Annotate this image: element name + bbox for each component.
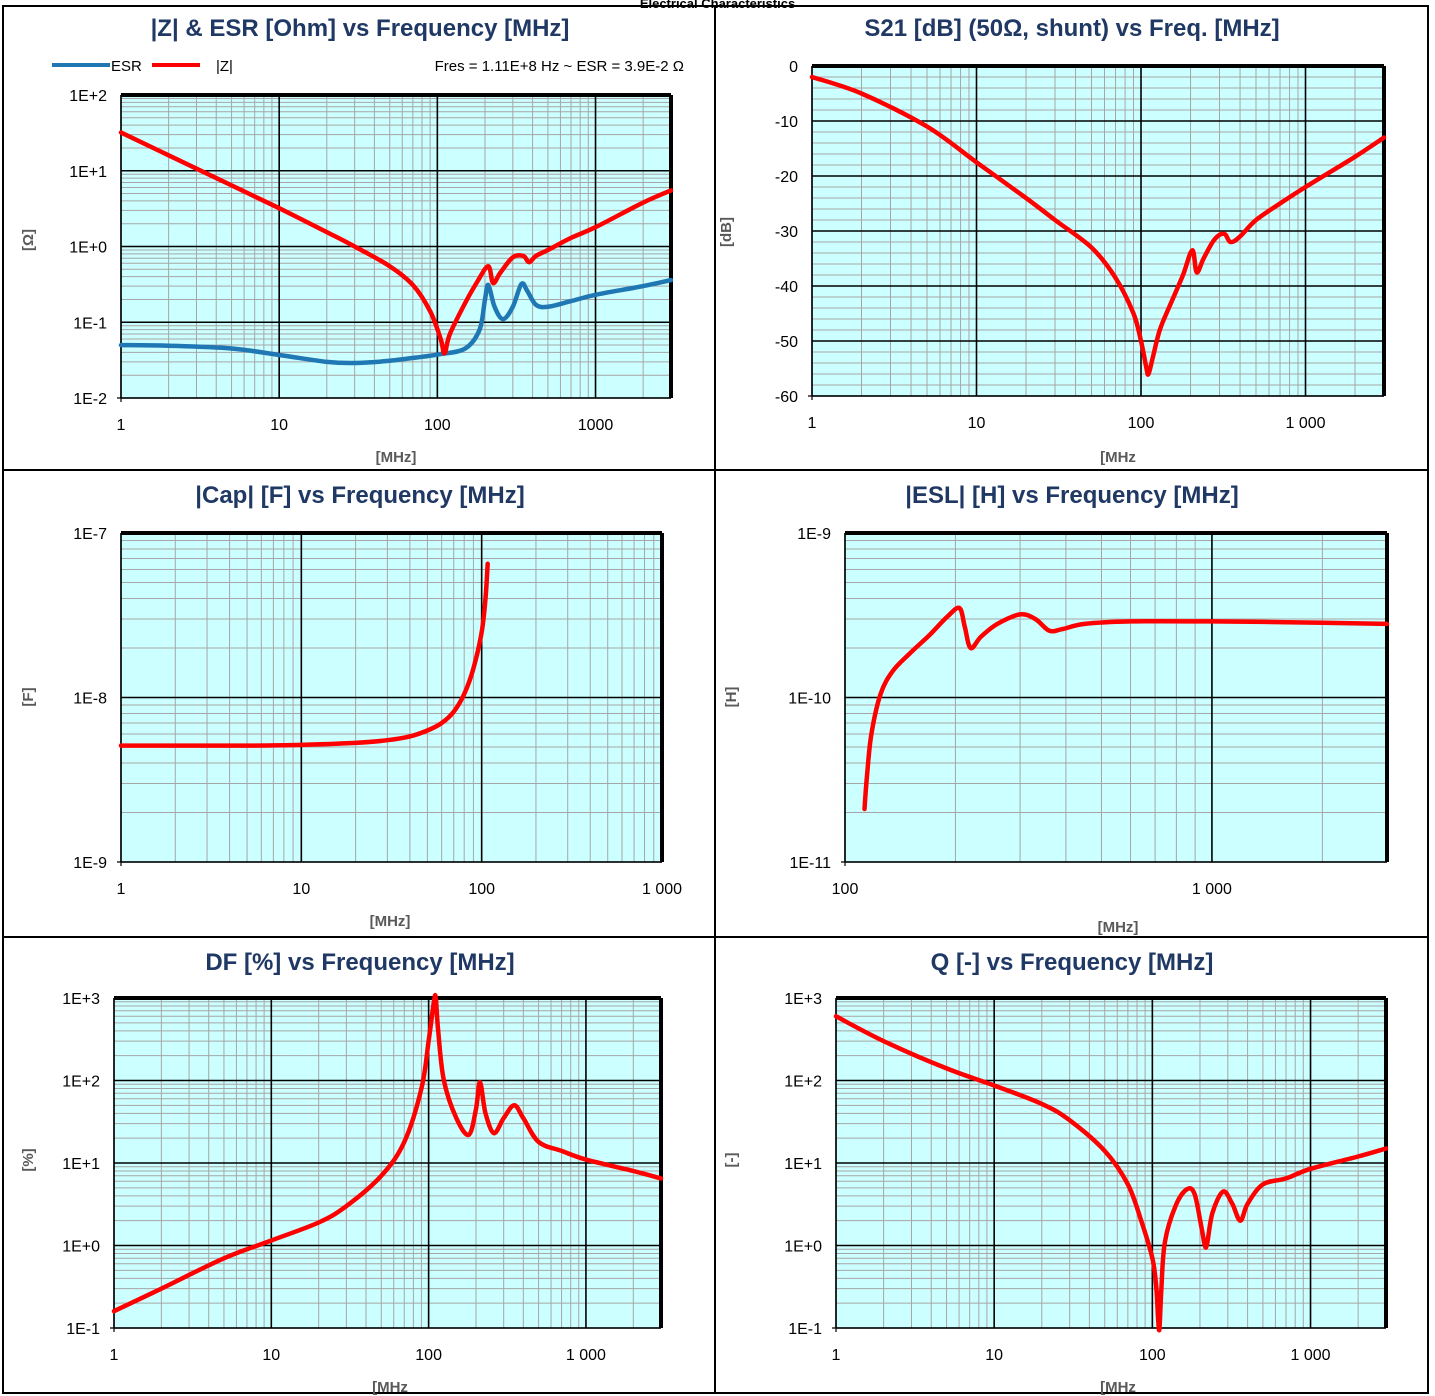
y-tick-label: -60 — [775, 389, 798, 406]
y-tick-label: 1E-11 — [789, 855, 831, 872]
series-line-main — [809, 74, 1387, 377]
chart-title: |ESL| [H] vs Frequency [MHz] — [905, 482, 1238, 509]
y-tick-label: 1E-1 — [73, 315, 107, 332]
y-tick-label: 1E+0 — [784, 1239, 822, 1256]
x-axis-label: [MHz] — [376, 449, 417, 466]
x-tick-label: 1 000 — [1285, 415, 1325, 432]
grid-divider-row2 — [2, 936, 1429, 938]
x-tick-label: 10 — [270, 417, 288, 434]
page-title: Electrical Characteristics — [639, 0, 796, 8]
x-tick-label: 1000 — [578, 417, 614, 434]
x-tick-label: 1 — [110, 1347, 119, 1364]
chart-s21: 1 10 100 1 000 0 -10 -20 -30 -40 -50 -60 S21 [dB] (… — [718, 15, 1387, 466]
x-tick-label: 1 — [117, 881, 126, 898]
series-line-main — [111, 992, 664, 1314]
x-tick-label: 100 — [468, 881, 495, 898]
chart-esl: 100 1 000 1E-11 1E-10 1E-9 |ESL| [H] vs Frequ… — [723, 482, 1390, 936]
y-tick-label: -40 — [775, 279, 798, 296]
y-tick-label: 1E+1 — [784, 1156, 822, 1173]
y-tick-label: -10 — [775, 114, 798, 131]
y-tick-label: 1E-1 — [788, 1321, 822, 1338]
x-tick-label: 1 — [808, 415, 817, 432]
y-tick-label: 1E+0 — [62, 1239, 100, 1256]
x-tick-label: 1 — [832, 1347, 841, 1364]
y-tick-label: 0 — [789, 59, 798, 76]
y-tick-label: -20 — [775, 169, 798, 186]
x-tick-label: 100 — [1139, 1347, 1166, 1364]
legend-label-z: |Z| — [216, 58, 233, 75]
chart-title: DF [%] vs Frequency [MHz] — [205, 949, 514, 976]
y-tick-label: 1E+2 — [69, 88, 107, 105]
y-axis-label: [%] — [20, 1148, 37, 1171]
y-tick-label: 1E-7 — [73, 526, 107, 543]
y-tick-label: 1E+1 — [69, 164, 107, 181]
y-tick-label: 1E+3 — [62, 991, 100, 1008]
chart-z-esr: 1 10 100 1000 1E-2 1E-1 1E+0 1E+1 1E+2 |Z| & ESR … — [20, 15, 684, 466]
resonance-annotation: Fres = 1.11E+8 Hz ~ ESR = 3.9E-2 Ω — [435, 58, 684, 75]
y-tick-label: 1E-9 — [797, 526, 831, 543]
x-tick-label: 1 000 — [1291, 1347, 1331, 1364]
y-axis-label: [H] — [723, 687, 740, 708]
y-tick-label: -30 — [775, 224, 798, 241]
series-line-esr — [118, 277, 674, 366]
x-axis-label: [MHz — [372, 1379, 408, 1396]
x-tick-label: 100 — [415, 1347, 442, 1364]
chart-title: |Cap| [F] vs Frequency [MHz] — [195, 482, 524, 509]
series-line-main — [862, 605, 1390, 812]
series-line-z — [118, 130, 674, 356]
y-tick-label: 1E+2 — [784, 1074, 822, 1091]
x-axis-label: [MHz] — [370, 913, 411, 930]
y-tick-label: 1E-1 — [66, 1321, 100, 1338]
x-tick-label: 10 — [292, 881, 310, 898]
grid-divider-row1 — [2, 469, 1429, 471]
y-axis-label: [F] — [20, 687, 37, 706]
x-tick-label: 10 — [985, 1347, 1003, 1364]
y-tick-label: 1E-9 — [73, 855, 107, 872]
x-tick-label: 1 000 — [566, 1347, 606, 1364]
series-line-main — [833, 1014, 1389, 1333]
y-tick-label: 1E-10 — [788, 691, 831, 708]
y-tick-label: 1E+1 — [62, 1156, 100, 1173]
y-axis-label: [Ω] — [20, 229, 37, 251]
chart-title: Q [-] vs Frequency [MHz] — [931, 949, 1214, 976]
x-tick-label: 1 000 — [642, 881, 682, 898]
chart-cap: 1 10 100 1 000 1E-9 1E-8 1E-7 |Cap| [F] vs Freq… — [20, 482, 682, 930]
y-tick-label: 1E+2 — [62, 1074, 100, 1091]
legend-label-esr: ESR — [111, 58, 142, 75]
x-tick-label: 10 — [968, 415, 986, 432]
y-tick-label: -50 — [775, 334, 798, 351]
chart-q: 1 10 100 1 000 1E-1 1E+0 1E+1 1E+2 1E+3 Q [-] vs … — [723, 949, 1389, 1396]
x-tick-label: 1 000 — [1192, 881, 1232, 898]
x-axis-label: [MHz — [1100, 449, 1136, 466]
series-line-main — [118, 561, 490, 748]
x-tick-label: 100 — [832, 881, 859, 898]
y-tick-label: 1E+0 — [69, 240, 107, 257]
chart-title: S21 [dB] (50Ω, shunt) vs Freq. [MHz] — [864, 15, 1279, 42]
y-axis-label: [-] — [723, 1153, 740, 1168]
chart-title: |Z| & ESR [Ohm] vs Frequency [MHz] — [151, 15, 570, 42]
x-tick-label: 100 — [424, 417, 451, 434]
y-tick-label: 1E+3 — [784, 991, 822, 1008]
legend: ESR |Z| — [52, 58, 233, 75]
x-tick-label: 10 — [262, 1347, 280, 1364]
x-tick-label: 1 — [117, 417, 126, 434]
x-axis-label: [MHz — [1100, 1379, 1136, 1396]
y-axis-label: [dB] — [718, 217, 735, 247]
y-tick-label: 1E-2 — [73, 391, 107, 408]
grid-divider-vertical — [714, 5, 716, 1394]
y-tick-label: 1E-8 — [73, 691, 107, 708]
x-axis-label: [MHz] — [1098, 919, 1139, 936]
x-tick-label: 100 — [1128, 415, 1155, 432]
chart-df: 1 10 100 1 000 1E-1 1E+0 1E+1 1E+2 1E+3 DF [%] vs… — [20, 949, 664, 1396]
